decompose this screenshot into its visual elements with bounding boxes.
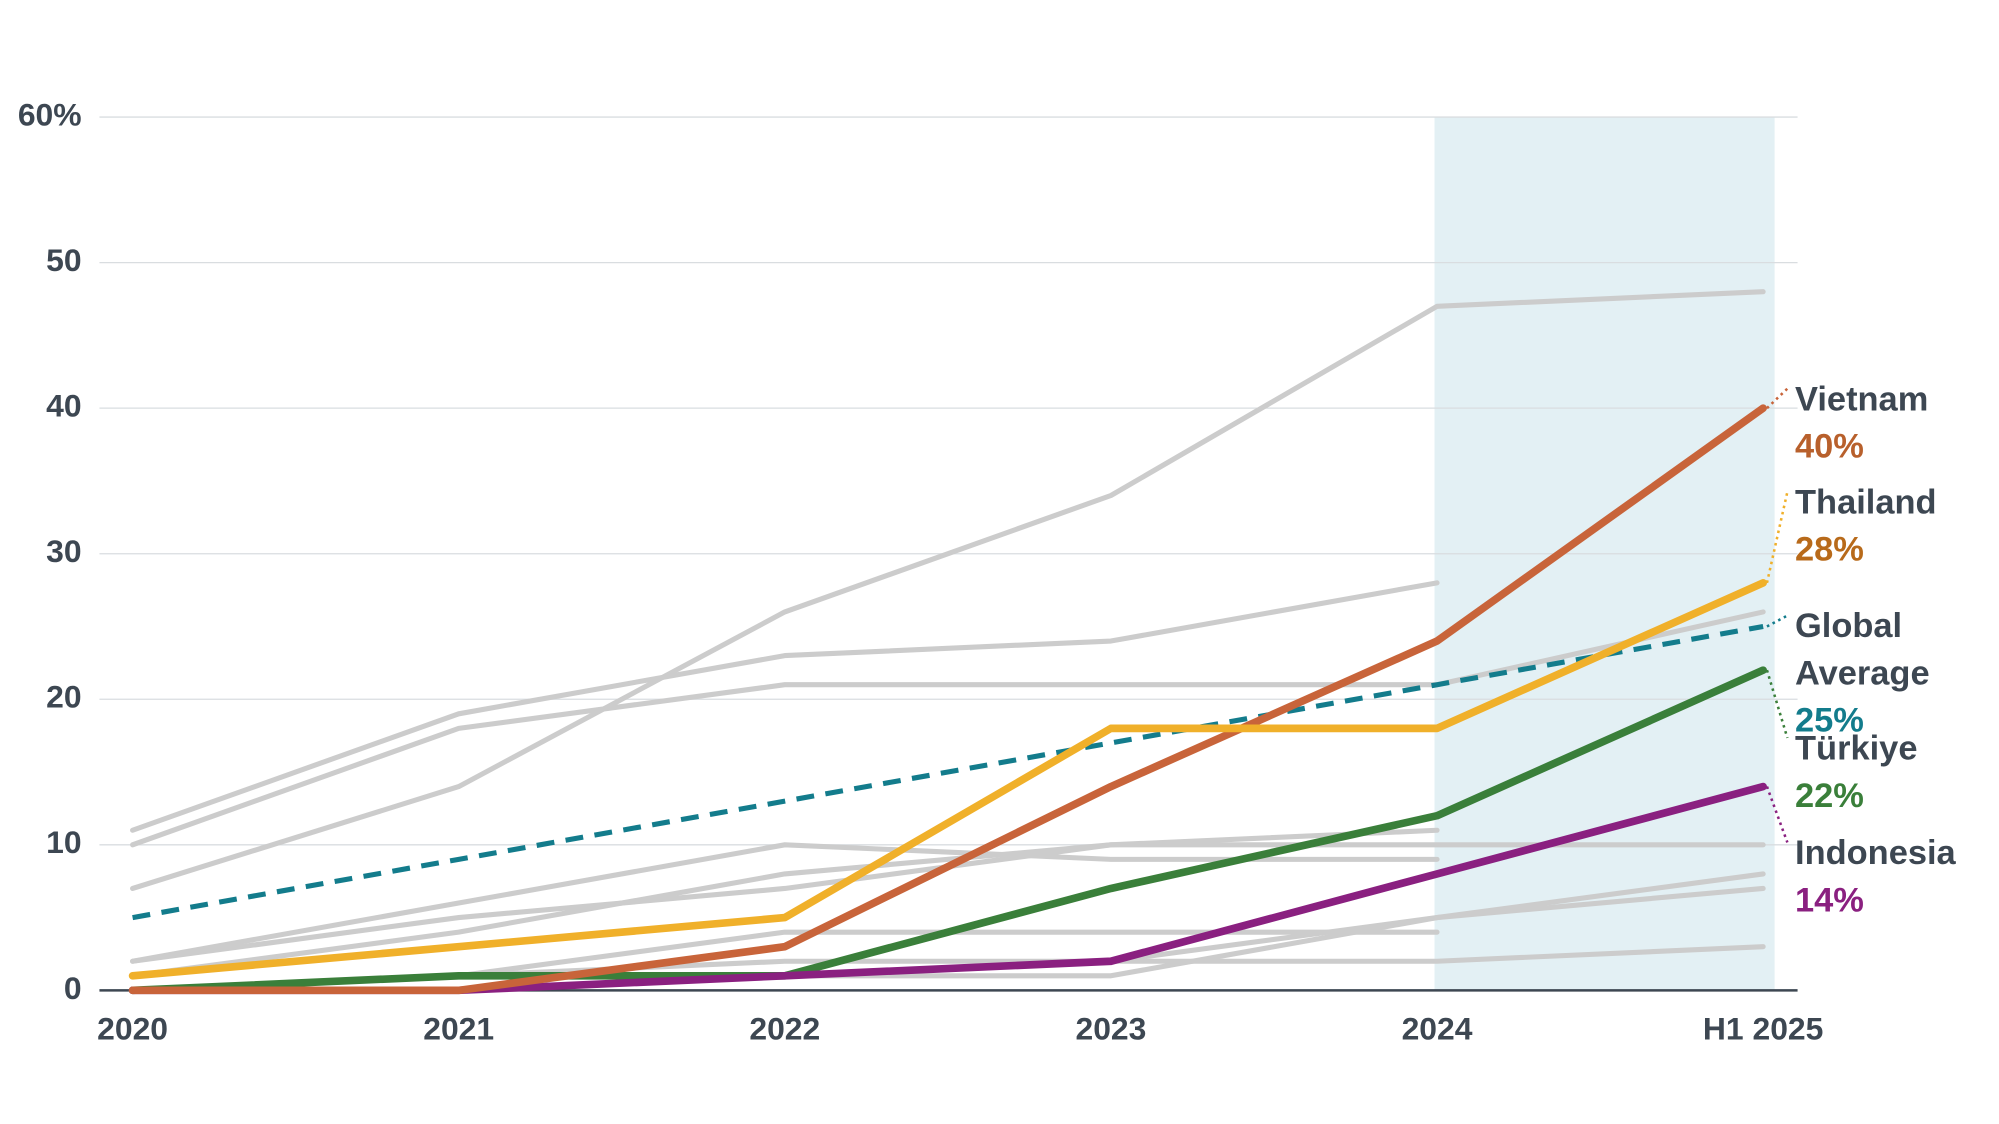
end-label-box: Thailand 28% [1795,479,1999,573]
context-line [130,842,1440,964]
value-label: 14% [1795,880,1864,919]
series-name: Thailand [1795,482,1937,522]
end-label: Global Average 25% [1795,603,1999,745]
x-tick-label: 2022 [749,1011,820,1047]
x-tick-label: 2021 [423,1011,494,1047]
value-label: 40% [1795,426,1864,466]
y-tick-label: 50 [46,242,81,278]
end-label: Türkiye 22% [1795,725,1999,819]
end-label-box: Global Average 25% [1795,603,1999,745]
context-line [130,580,1440,833]
y-tick-label: 10 [46,824,81,860]
series-line [128,666,1767,995]
leader-line [1766,387,1789,410]
context-line [130,842,1766,979]
y-tick-label: 0 [64,970,82,1006]
series-line [132,623,1764,921]
leader-line [1765,491,1789,584]
y-tick-label: 20 [46,679,81,715]
value-label: 28% [1795,530,1864,569]
value-label: 25% [1795,700,1864,740]
series-name: Indonesia [1795,833,1956,872]
end-label: Indonesia 14% [1795,830,1999,924]
series-name: Global Average [1795,606,1930,693]
series-line [128,578,1767,980]
x-tick-label: 2024 [1402,1011,1473,1047]
end-label: Thailand 28% [1795,479,1999,573]
context-line [130,827,1440,964]
leader-line [1765,669,1789,739]
y-tick-label: 60% [18,96,82,132]
series-name: Türkiye [1795,729,1918,768]
series-name: Vietnam [1795,379,1929,418]
x-tick-label: H1 2025 [1703,1011,1823,1047]
x-tick-label: 2020 [97,1011,168,1047]
leader-line [1766,614,1788,628]
end-label-box: Türkiye 22% [1795,725,1999,819]
end-label: Vietnam 40% [1795,376,1999,470]
end-label-box: Indonesia 14% [1795,830,1999,924]
y-tick-label: 30 [46,533,81,569]
series-line [128,404,1767,995]
context-line [130,289,1766,892]
x-tick-label: 2023 [1075,1011,1146,1047]
y-tick-label: 40 [46,388,81,424]
value-label: 22% [1795,776,1864,815]
end-label-box: Vietnam 40% [1795,376,1999,470]
